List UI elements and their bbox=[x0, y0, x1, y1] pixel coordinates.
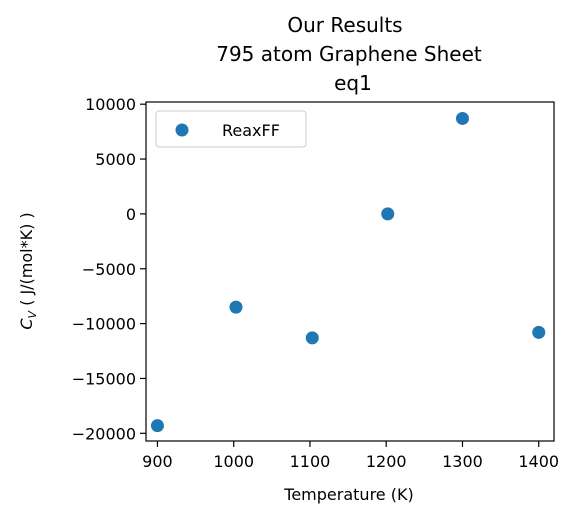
y-tick-label: −15000 bbox=[72, 369, 136, 388]
data-point bbox=[532, 325, 546, 339]
x-tick-label: 1300 bbox=[442, 452, 483, 471]
y-axis-label-main: C bbox=[17, 318, 36, 330]
y-axis-ticks: 10000 5000 0 −5000 −10000 −15000 −20000 bbox=[72, 95, 146, 443]
x-axis-ticks: 900 1000 1100 1200 1300 1400 bbox=[142, 441, 559, 471]
plot-area-frame bbox=[145, 101, 555, 442]
legend-marker-reaxff bbox=[175, 123, 189, 137]
x-tick-label: 1000 bbox=[213, 452, 254, 471]
data-point bbox=[381, 207, 395, 221]
x-tick-label: 1400 bbox=[518, 452, 559, 471]
y-tick-label: 10000 bbox=[85, 95, 136, 114]
y-tick-label: −20000 bbox=[72, 424, 136, 443]
legend-box bbox=[155, 110, 307, 148]
data-point bbox=[305, 331, 319, 345]
legend-label-reaxff: ReaxFF bbox=[222, 121, 280, 140]
y-axis-label-subscript: V bbox=[26, 310, 39, 319]
data-point bbox=[229, 300, 243, 314]
x-tick-label: 900 bbox=[142, 452, 173, 471]
data-point bbox=[150, 419, 164, 433]
x-axis-label: Temperature (K) bbox=[283, 485, 413, 504]
x-tick-label: 1200 bbox=[366, 452, 407, 471]
x-tick-label: 1100 bbox=[290, 452, 331, 471]
title-line-3: eq1 bbox=[334, 71, 372, 95]
title-line-1: Our Results bbox=[287, 13, 402, 37]
y-tick-label: 0 bbox=[126, 205, 136, 224]
y-axis-label: CV ( J/(mol*K) ) bbox=[17, 212, 39, 329]
y-tick-label: 5000 bbox=[95, 150, 136, 169]
data-point bbox=[455, 111, 469, 125]
y-tick-label: −5000 bbox=[82, 260, 136, 279]
y-axis-label-rest: ( J/(mol*K) ) bbox=[17, 212, 36, 311]
title-line-2: 795 atom Graphene Sheet bbox=[216, 42, 482, 66]
chart-title: Our Results 795 atom Graphene Sheet eq1 bbox=[216, 13, 482, 95]
y-tick-label: −10000 bbox=[72, 315, 136, 334]
chart-legend: ReaxFF bbox=[155, 110, 307, 148]
data-points bbox=[150, 111, 546, 433]
